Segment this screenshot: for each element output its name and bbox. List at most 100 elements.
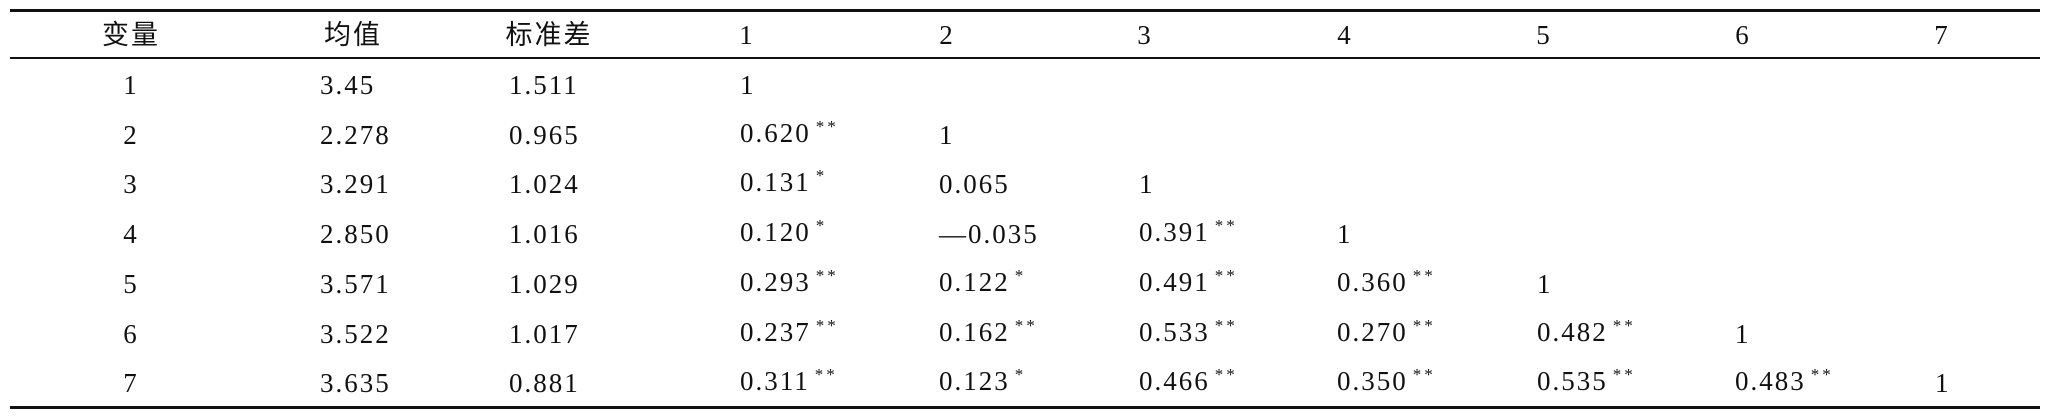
- header-cell: 2: [939, 20, 955, 50]
- significance-mark: *: [1014, 265, 1027, 285]
- significance-mark: **: [815, 116, 839, 136]
- table-cell: 1: [740, 70, 756, 100]
- coefficient: 0.270: [1337, 316, 1408, 347]
- coefficient: 0.466: [1139, 366, 1210, 397]
- coefficient: 0.350: [1337, 366, 1408, 397]
- table-cell: 0.120 *: [740, 216, 828, 251]
- table-cell: 0.881: [509, 368, 580, 399]
- table-cell: 0.620 **: [740, 116, 839, 152]
- table-cell: 4: [123, 219, 139, 250]
- table-cell: 1: [123, 70, 139, 100]
- table-cell: 0.123 *: [939, 365, 1027, 400]
- table-cell: —0.035: [939, 219, 1039, 250]
- table-cell: 0.293 **: [740, 265, 839, 301]
- table-cell: 0.350 **: [1337, 365, 1436, 400]
- table-cell: 0.237 **: [740, 315, 839, 351]
- significance-mark: **: [1412, 365, 1436, 385]
- coefficient: 0.237: [740, 316, 811, 347]
- table-cell: 0.162 **: [939, 315, 1038, 351]
- significance-mark: **: [815, 265, 839, 285]
- coefficient: 0.120: [740, 217, 811, 248]
- table-cell: 0.483 **: [1735, 365, 1834, 400]
- table-cell: 1: [1337, 219, 1353, 250]
- table-cell: 0.533 **: [1139, 315, 1238, 351]
- significance-mark: **: [1214, 365, 1238, 385]
- significance-mark: **: [1412, 265, 1436, 285]
- significance-mark: **: [1612, 365, 1636, 385]
- table-cell: 1: [1139, 169, 1155, 200]
- table-cell: 0.122 *: [939, 265, 1027, 301]
- header-cell: 1: [739, 20, 755, 50]
- table-cell: 3.291: [320, 169, 391, 200]
- coefficient: 0.483: [1735, 366, 1806, 397]
- header-cell: 5: [1536, 20, 1552, 50]
- table-cell: 3.571: [320, 268, 391, 299]
- header-cell: 3: [1137, 20, 1153, 50]
- table-cell: 1.017: [509, 318, 580, 349]
- table-cell: 3.45: [320, 70, 376, 100]
- table-cell: 6: [123, 318, 139, 349]
- table-cell: 3.635: [320, 368, 391, 399]
- significance-mark: **: [1612, 315, 1636, 335]
- significance-mark: **: [815, 315, 839, 335]
- coefficient: 0.123: [939, 366, 1010, 397]
- table-cell: 1.511: [509, 70, 579, 100]
- coefficient: 0.293: [740, 266, 811, 297]
- header-cell: 均值: [324, 20, 382, 50]
- significance-mark: *: [1014, 365, 1027, 385]
- header-rule: [10, 57, 2040, 59]
- table-cell: 0.131 *: [740, 166, 828, 201]
- coefficient: 0.391: [1139, 217, 1210, 248]
- table-cell: 3: [123, 169, 139, 200]
- table-cell: 0.065: [939, 169, 1010, 200]
- table-cell: 0.311 **: [740, 365, 838, 400]
- table-cell: 2: [123, 119, 139, 150]
- table-cell: 2.850: [320, 219, 391, 250]
- table-cell: 1: [1935, 368, 1951, 399]
- table-cell: 0.270 **: [1337, 315, 1436, 351]
- significance-mark: **: [1214, 315, 1238, 335]
- table-cell: 0.466 **: [1139, 365, 1238, 400]
- table-cell: 1: [1735, 318, 1751, 349]
- table-cell: 0.491 **: [1139, 265, 1238, 301]
- header-cell: 标准差: [505, 20, 593, 50]
- table-cell: 1.016: [509, 219, 580, 250]
- table-cell: 0.391 **: [1139, 216, 1238, 251]
- table-cell: 1.024: [509, 169, 580, 200]
- coefficient: 0.482: [1537, 316, 1608, 347]
- coefficient: 0.491: [1139, 266, 1210, 297]
- significance-mark: *: [815, 166, 828, 186]
- table-cell: 1.029: [509, 268, 580, 299]
- significance-mark: **: [1014, 315, 1038, 335]
- significance-mark: **: [1412, 315, 1436, 335]
- coefficient: 0.360: [1337, 266, 1408, 297]
- significance-mark: **: [814, 365, 838, 385]
- coefficient: 0.131: [740, 167, 811, 198]
- significance-mark: **: [1214, 265, 1238, 285]
- coefficient: 0.162: [939, 316, 1010, 347]
- coefficient: 0.620: [740, 117, 811, 148]
- coefficient: 0.535: [1537, 366, 1608, 397]
- top-rule: [10, 9, 2040, 12]
- table-cell: 2.278: [320, 119, 391, 150]
- table-cell: 5: [123, 268, 139, 299]
- table-cell: 3.522: [320, 318, 391, 349]
- table-cell: 7: [123, 368, 139, 399]
- coefficient: 0.311: [740, 366, 810, 397]
- header-cell: 7: [1934, 20, 1950, 50]
- significance-mark: **: [1810, 365, 1834, 385]
- table-cell: 0.965: [509, 119, 580, 150]
- table-cell: 1: [939, 119, 955, 150]
- table-cell: 0.482 **: [1537, 315, 1636, 351]
- header-cell: 变量: [102, 20, 160, 50]
- significance-mark: **: [1214, 216, 1238, 236]
- header-cell: 4: [1337, 20, 1353, 50]
- table-cell: 0.360 **: [1337, 265, 1436, 301]
- coefficient: 0.533: [1139, 316, 1210, 347]
- table-cell: 1: [1537, 268, 1553, 299]
- header-cell: 6: [1735, 20, 1751, 50]
- significance-mark: *: [815, 216, 828, 236]
- bottom-rule: [10, 406, 2040, 409]
- coefficient: 0.122: [939, 266, 1010, 297]
